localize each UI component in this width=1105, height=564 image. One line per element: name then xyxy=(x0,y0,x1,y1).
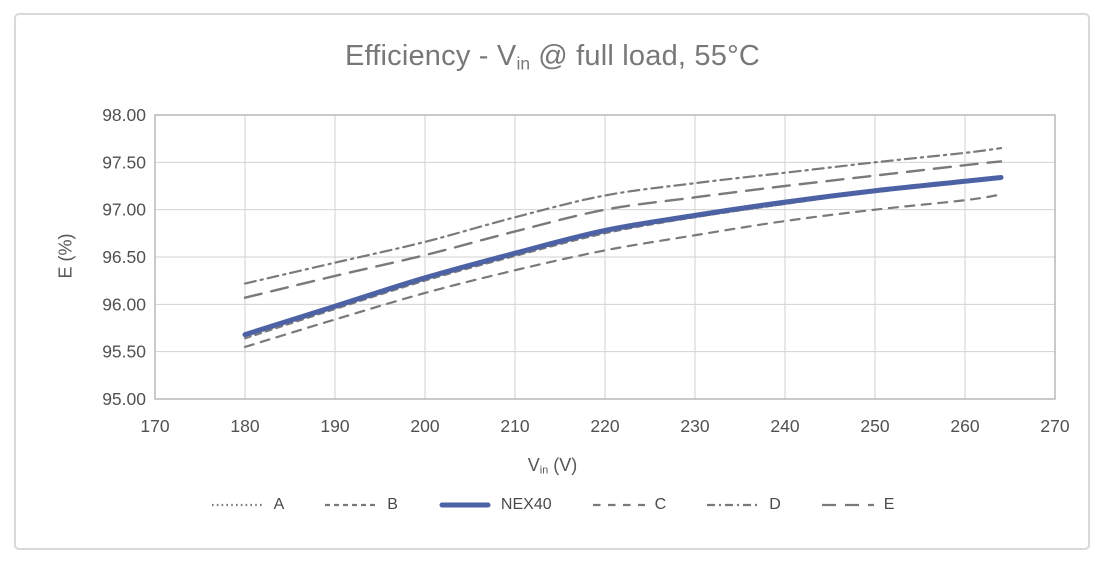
x-tick-label: 230 xyxy=(680,416,709,436)
x-tick-label: 240 xyxy=(770,416,799,436)
x-tick-label: 260 xyxy=(950,416,979,436)
legend: A B NEX40 C D E xyxy=(0,496,1105,514)
legend-swatch-A xyxy=(211,503,264,507)
x-tick-label: 190 xyxy=(320,416,349,436)
legend-swatch-C xyxy=(592,503,645,507)
legend-item-A: A xyxy=(211,496,285,514)
y-tick-label: 95.50 xyxy=(102,342,146,362)
plot-border xyxy=(154,114,1056,400)
y-tick-label: 96.50 xyxy=(102,247,146,267)
x-tick-label: 220 xyxy=(590,416,619,436)
legend-item-D: D xyxy=(706,496,781,514)
legend-swatch-NEX40 xyxy=(439,502,491,508)
legend-label-E: E xyxy=(883,496,895,513)
legend-item-E: E xyxy=(821,496,895,514)
x-tick-label: 250 xyxy=(860,416,889,436)
x-tick-label: 180 xyxy=(230,416,259,436)
legend-label-B: B xyxy=(387,496,398,513)
legend-swatch-D xyxy=(707,503,760,507)
legend-item-NEX40: NEX40 xyxy=(438,496,552,514)
legend-swatch-B xyxy=(325,503,378,507)
x-tick-label: 210 xyxy=(500,416,529,436)
chart-title-suffix: @ full load, 55°C xyxy=(530,40,761,72)
x-axis-title: Vin (V) xyxy=(0,455,1105,477)
chart-title-prefix: Efficiency - V xyxy=(344,40,517,72)
series-line-C xyxy=(243,193,1003,349)
x-axis-title-suffix: (V) xyxy=(548,455,578,475)
legend-label-A: A xyxy=(273,496,285,513)
x-tick-label: 200 xyxy=(410,416,439,436)
x-axis-title-subscript: in xyxy=(539,464,549,477)
series-line-NEX40 xyxy=(242,174,1004,338)
chart-card xyxy=(14,13,1090,550)
y-tick-label: 96.00 xyxy=(102,294,146,314)
y-tick-label: 97.00 xyxy=(102,200,146,220)
chart-title: Efficiency - Vin @ full load, 55°C xyxy=(0,40,1105,74)
legend-item-C: C xyxy=(592,496,667,514)
x-tick-label: 270 xyxy=(1040,416,1069,436)
legend-item-B: B xyxy=(324,496,398,514)
y-axis-title: E (%) xyxy=(55,233,76,279)
legend-label-C: C xyxy=(654,496,667,513)
y-tick-label: 98.00 xyxy=(102,105,146,125)
x-tick-label: 170 xyxy=(140,416,169,436)
legend-swatch-E xyxy=(821,503,874,507)
legend-label-NEX40: NEX40 xyxy=(500,496,552,513)
series-line-E xyxy=(243,160,1003,299)
series-line-D xyxy=(243,147,1003,285)
x-axis-title-prefix: V xyxy=(527,455,540,475)
legend-label-D: D xyxy=(769,496,781,513)
chart-title-subscript: in xyxy=(516,53,530,74)
y-tick-label: 95.00 xyxy=(102,389,146,409)
y-tick-label: 97.50 xyxy=(102,152,146,172)
